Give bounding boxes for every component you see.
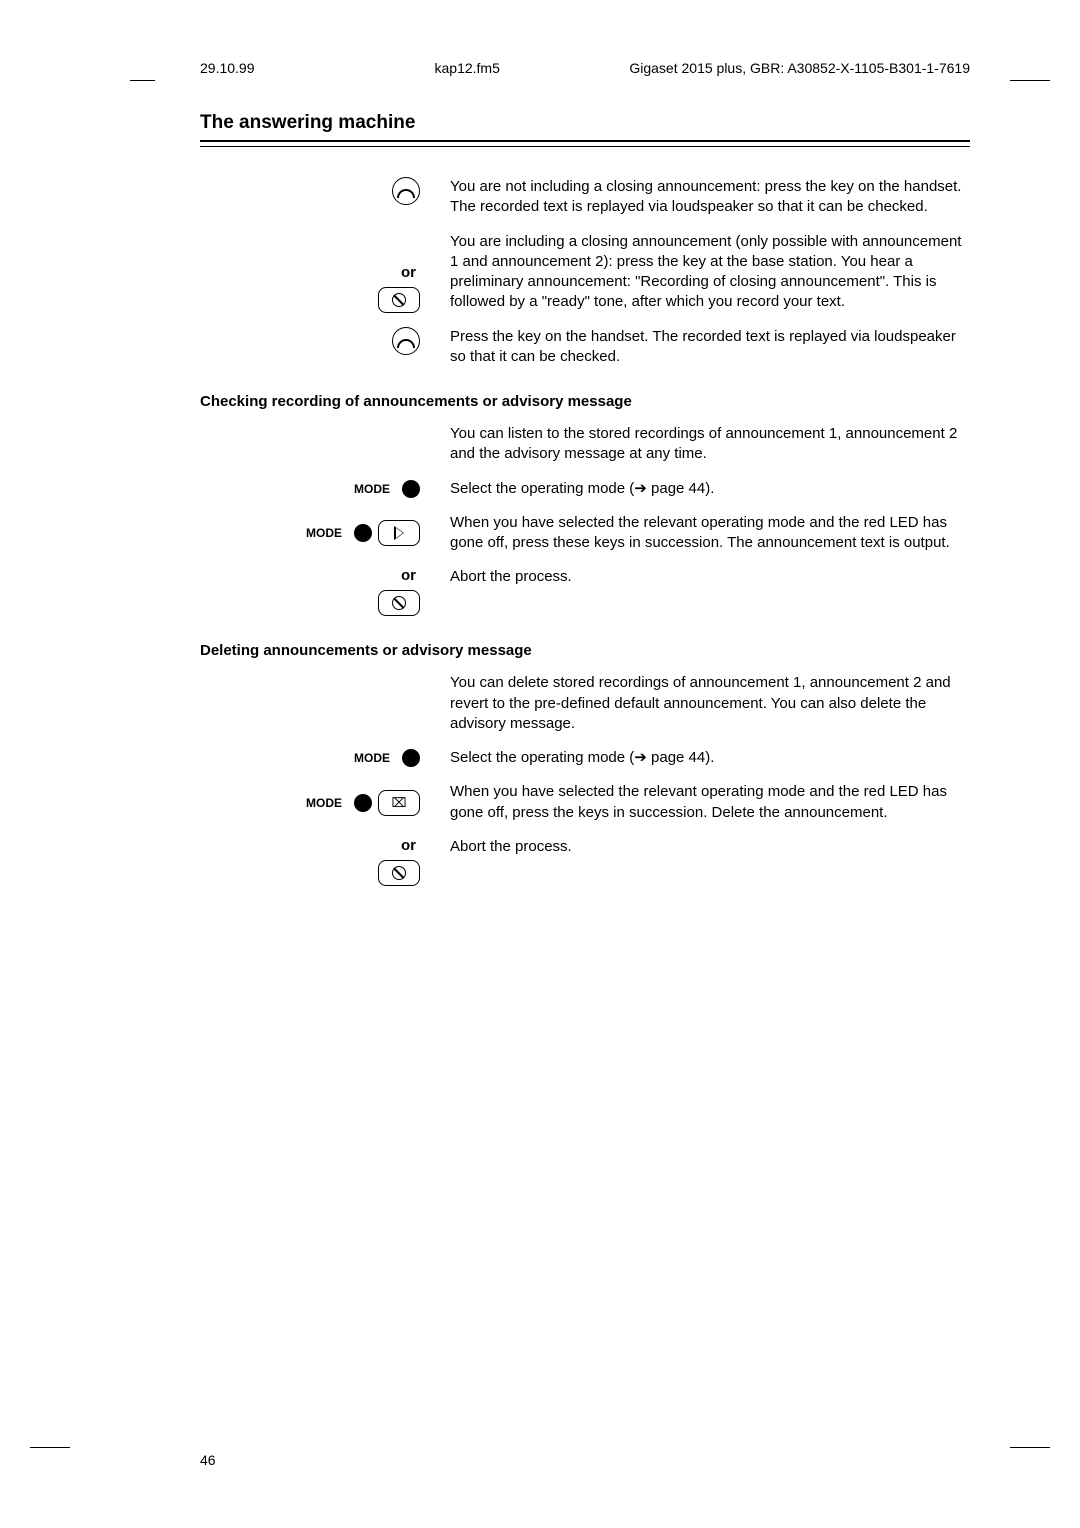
mode-button-icon [354,524,372,542]
not-including-closing-text: You are not including a closing announce… [450,177,970,218]
section2-step1: Select the operating mode (➔ page 44). [450,748,970,768]
handset-key-icon [392,327,420,355]
delete-key-icon: ⌧ [378,790,420,816]
section1-step1: Select the operating mode (➔ page 44). [450,479,970,499]
section2-intro: You can delete stored recordings of anno… [450,673,970,734]
mode-label: MODE [306,796,342,810]
section2-abort: Abort the process. [450,837,970,886]
play-key-icon [378,520,420,546]
mode-button-icon [402,749,420,767]
section-heading-deleting: Deleting announcements or advisory messa… [200,642,970,659]
mode-label: MODE [354,751,390,765]
header-file: kap12.fm5 [435,60,500,76]
section2-step2: When you have selected the relevant oper… [450,782,970,823]
section1-intro: You can listen to the stored recordings … [450,424,970,465]
stop-key-icon [378,590,420,616]
press-key-text: Press the key on the handset. The record… [450,327,970,368]
or-label: or [401,264,416,281]
base-station-key-icon [378,287,420,313]
mode-label: MODE [306,526,342,540]
header: 29.10.99 kap12.fm5 Gigaset 2015 plus, GB… [200,60,970,76]
section1-abort: Abort the process. [450,567,970,616]
page-number: 46 [200,1452,216,1468]
handset-key-icon [392,177,420,205]
mode-button-icon [402,480,420,498]
or-label: or [401,837,416,854]
stop-key-icon [378,860,420,886]
page-title: The answering machine [200,112,970,134]
header-date: 29.10.99 [200,60,255,76]
section-heading-checking: Checking recording of announcements or a… [200,393,970,410]
mode-button-icon [354,794,372,812]
or-label: or [401,567,416,584]
including-closing-text: You are including a closing announcement… [450,232,970,313]
mode-label: MODE [354,482,390,496]
header-doc: Gigaset 2015 plus, GBR: A30852-X-1105-B3… [629,60,970,76]
section1-step2: When you have selected the relevant oper… [450,513,970,554]
